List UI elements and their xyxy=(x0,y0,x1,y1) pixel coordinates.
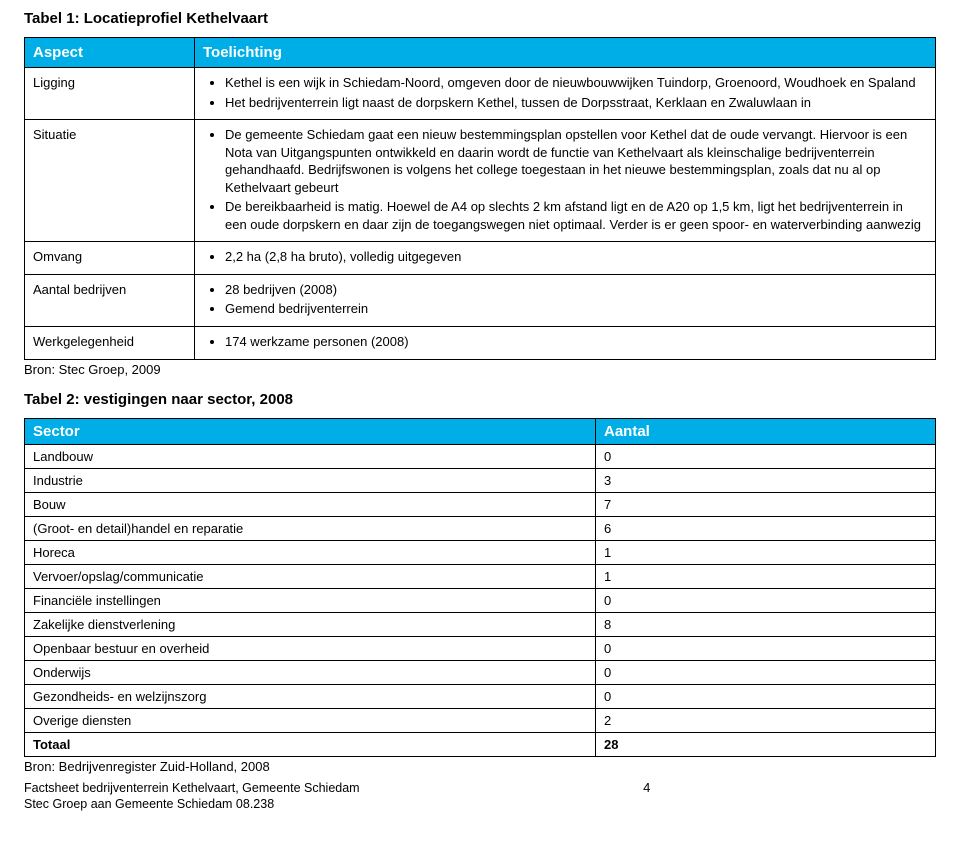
table-row: Ligging Kethel is een wijk in Schiedam-N… xyxy=(25,68,936,120)
sector-cell: Bouw xyxy=(25,492,596,516)
table-row: Vervoer/opslag/communicatie1 xyxy=(25,564,936,588)
list-item: De gemeente Schiedam gaat een nieuw best… xyxy=(225,126,927,196)
sector-cell: Financiële instellingen xyxy=(25,588,596,612)
footer-line1: Factsheet bedrijventerrein Kethelvaart, … xyxy=(24,781,360,795)
table2: Sector Aantal Landbouw0Industrie3Bouw7(G… xyxy=(24,418,936,757)
sector-cell: Industrie xyxy=(25,468,596,492)
sector-cell: Openbaar bestuur en overheid xyxy=(25,636,596,660)
toelichting-cell: De gemeente Schiedam gaat een nieuw best… xyxy=(195,120,936,242)
sector-cell: Gezondheids- en welzijnszorg xyxy=(25,684,596,708)
table2-title: Tabel 2: vestigingen naar sector, 2008 xyxy=(24,391,936,408)
sector-cell: Horeca xyxy=(25,540,596,564)
count-cell: 1 xyxy=(596,540,936,564)
aspect-cell: Werkgelegenheid xyxy=(25,327,195,360)
page-footer: Factsheet bedrijventerrein Kethelvaart, … xyxy=(24,780,936,813)
toelichting-cell: Kethel is een wijk in Schiedam-Noord, om… xyxy=(195,68,936,120)
sector-cell: (Groot- en detail)handel en reparatie xyxy=(25,516,596,540)
list-item: De bereikbaarheid is matig. Hoewel de A4… xyxy=(225,198,927,233)
table-row: (Groot- en detail)handel en reparatie6 xyxy=(25,516,936,540)
table1-source: Bron: Stec Groep, 2009 xyxy=(24,362,936,377)
list-item: Kethel is een wijk in Schiedam-Noord, om… xyxy=(225,74,927,92)
table-row: Openbaar bestuur en overheid0 xyxy=(25,636,936,660)
list-item: 28 bedrijven (2008) xyxy=(225,281,927,299)
count-cell: 3 xyxy=(596,468,936,492)
toelichting-cell: 2,2 ha (2,8 ha bruto), volledig uitgegev… xyxy=(195,242,936,275)
footer-line2: Stec Groep aan Gemeente Schiedam 08.238 xyxy=(24,797,274,811)
count-cell: 0 xyxy=(596,660,936,684)
table1-header-aspect: Aspect xyxy=(25,38,195,68)
sector-cell: Onderwijs xyxy=(25,660,596,684)
count-cell: 6 xyxy=(596,516,936,540)
table1-header-toelichting: Toelichting xyxy=(195,38,936,68)
page-number: 4 xyxy=(643,780,650,797)
count-cell: 7 xyxy=(596,492,936,516)
table-row: Zakelijke dienstverlening8 xyxy=(25,612,936,636)
table-row: Werkgelegenheid 174 werkzame personen (2… xyxy=(25,327,936,360)
table-row: Bouw7 xyxy=(25,492,936,516)
count-cell: 0 xyxy=(596,444,936,468)
sector-cell: Zakelijke dienstverlening xyxy=(25,612,596,636)
list-item: 174 werkzame personen (2008) xyxy=(225,333,927,351)
sector-cell: Vervoer/opslag/communicatie xyxy=(25,564,596,588)
table2-header-sector: Sector xyxy=(25,418,596,444)
table-row: Situatie De gemeente Schiedam gaat een n… xyxy=(25,120,936,242)
aspect-cell: Omvang xyxy=(25,242,195,275)
sector-cell: Overige diensten xyxy=(25,708,596,732)
aspect-cell: Situatie xyxy=(25,120,195,242)
table-row: Omvang 2,2 ha (2,8 ha bruto), volledig u… xyxy=(25,242,936,275)
table-row: Landbouw0 xyxy=(25,444,936,468)
count-cell: 0 xyxy=(596,684,936,708)
count-cell: 1 xyxy=(596,564,936,588)
table1-title: Tabel 1: Locatieprofiel Kethelvaart xyxy=(24,10,936,27)
table-row: Gezondheids- en welzijnszorg0 xyxy=(25,684,936,708)
table-row: Financiële instellingen0 xyxy=(25,588,936,612)
table2-header-aantal: Aantal xyxy=(596,418,936,444)
aspect-cell: Ligging xyxy=(25,68,195,120)
list-item: Het bedrijventerrein ligt naast de dorps… xyxy=(225,94,927,112)
count-cell: 28 xyxy=(596,732,936,756)
aspect-cell: Aantal bedrijven xyxy=(25,274,195,326)
table2-source: Bron: Bedrijvenregister Zuid-Holland, 20… xyxy=(24,759,936,774)
count-cell: 0 xyxy=(596,588,936,612)
table-row: Overige diensten2 xyxy=(25,708,936,732)
list-item: Gemend bedrijventerrein xyxy=(225,300,927,318)
toelichting-cell: 28 bedrijven (2008) Gemend bedrijventerr… xyxy=(195,274,936,326)
table-row: Horeca1 xyxy=(25,540,936,564)
table-row: Aantal bedrijven 28 bedrijven (2008) Gem… xyxy=(25,274,936,326)
count-cell: 8 xyxy=(596,612,936,636)
table1: Aspect Toelichting Ligging Kethel is een… xyxy=(24,37,936,360)
count-cell: 2 xyxy=(596,708,936,732)
list-item: 2,2 ha (2,8 ha bruto), volledig uitgegev… xyxy=(225,248,927,266)
sector-cell: Totaal xyxy=(25,732,596,756)
table-row: Totaal28 xyxy=(25,732,936,756)
toelichting-cell: 174 werkzame personen (2008) xyxy=(195,327,936,360)
table-row: Industrie3 xyxy=(25,468,936,492)
count-cell: 0 xyxy=(596,636,936,660)
table-row: Onderwijs0 xyxy=(25,660,936,684)
sector-cell: Landbouw xyxy=(25,444,596,468)
